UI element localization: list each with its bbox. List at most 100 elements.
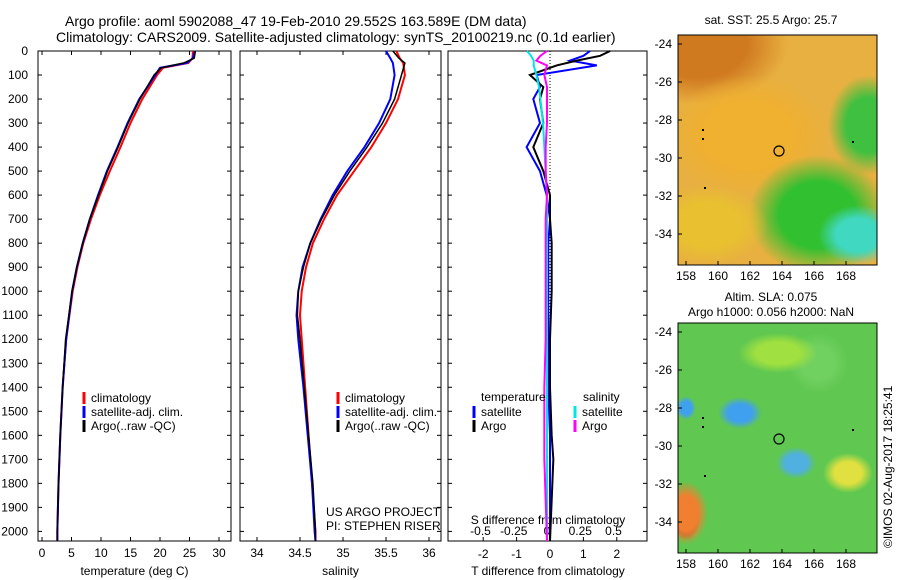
float-dot [704, 187, 706, 189]
sst-map-blob [818, 205, 877, 265]
lat-tick-label: -28 [655, 113, 673, 127]
lat-tick-label: -32 [655, 189, 673, 203]
y-tick-label: 1800 [1, 476, 28, 490]
lat-tick-label: -24 [655, 325, 673, 339]
y-tick-label: 300 [8, 116, 28, 130]
legend-label: satellite-adj. clim. [345, 405, 437, 419]
x-tick-label: 15 [124, 546, 138, 560]
sla-map-title-1: Altim. SLA: 0.075 [725, 290, 818, 304]
x-tick-label: 34.5 [288, 546, 312, 560]
x2-tick-label: 0.25 [569, 524, 593, 538]
temperature-line-0 [56, 50, 195, 541]
x-tick-label: -1 [511, 547, 522, 561]
y-tick-label: 1000 [1, 284, 28, 298]
sla-map-blob [823, 453, 873, 493]
lat-tick-label: -34 [655, 515, 673, 529]
float-dot [702, 129, 704, 131]
legend-label: Argo [481, 419, 507, 433]
legend-label: climatology [91, 391, 151, 405]
sst-map-title: sat. SST: 25.5 Argo: 25.7 [705, 13, 838, 27]
y-tick-label: 1500 [1, 404, 28, 418]
y-tick-label: 1300 [1, 356, 28, 370]
difference-line-0 [525, 50, 597, 541]
sla-map-field [678, 333, 873, 545]
sst-map-blob [828, 75, 877, 175]
legend-label: Argo(..raw -QC) [91, 419, 176, 433]
sst-map-blob [678, 185, 768, 265]
argo-location-marker [773, 145, 785, 157]
lon-tick-label: 164 [772, 557, 792, 571]
float-dot [852, 141, 854, 143]
y-tick-label: 600 [8, 188, 28, 202]
lon-tick-label: 160 [708, 269, 728, 283]
legend-label: satellite [582, 405, 623, 419]
credit-text: ©IMOS 02-Aug-2017 18:25:41 [881, 385, 895, 548]
x-tick-label: 0 [39, 546, 46, 560]
temperature-panel-frame [37, 50, 232, 542]
float-dot [702, 426, 704, 428]
lat-tick-label: -30 [655, 151, 673, 165]
x2-tick-label: -0.25 [500, 524, 528, 538]
x-tick-label: 5 [68, 546, 75, 560]
figure-subtitle: Climatology: CARS2009. Satellite-adjuste… [56, 29, 616, 45]
lon-tick-label: 158 [676, 557, 696, 571]
lon-tick-label: 162 [740, 557, 760, 571]
y-tick-label: 0 [21, 44, 28, 58]
x2-tick-label: 0.5 [605, 524, 622, 538]
x-tick-label: -2 [478, 547, 489, 561]
lon-tick-label: 166 [804, 557, 824, 571]
y-tick-label: 2000 [1, 524, 28, 538]
x-tick-label: 20 [153, 546, 167, 560]
y-tick-label: 1200 [1, 332, 28, 346]
legend-label: satellite-adj. clim. [91, 405, 183, 419]
x-axis-label: salinity [322, 564, 359, 578]
legend-label: Argo(..raw -QC) [345, 419, 430, 433]
difference-line-3 [534, 50, 549, 542]
lat-tick-label: -28 [655, 401, 673, 415]
lon-tick-label: 158 [676, 269, 696, 283]
legend-label: satellite [481, 405, 522, 419]
argo-location-marker [773, 433, 785, 445]
sla-map-title-2: Argo h1000: 0.056 h2000: NaN [688, 305, 854, 319]
x-tick-label: 35.5 [374, 546, 398, 560]
y-tick-label: 800 [8, 236, 28, 250]
salinity-line-0 [298, 50, 406, 541]
x-tick-label: 25 [183, 546, 197, 560]
salinity-panel-frame [239, 50, 442, 542]
legend-title-salinity: salinity [583, 390, 620, 404]
x-tick-label: 10 [94, 546, 108, 560]
x-axis-label: temperature (deg C) [80, 564, 188, 578]
x-tick-label: 0 [547, 547, 554, 561]
sla-map-frame [677, 322, 878, 554]
sst-map-field [678, 35, 877, 265]
y-tick-label: 100 [8, 68, 28, 82]
lon-tick-label: 162 [740, 269, 760, 283]
x-tick-label: 36 [422, 546, 436, 560]
figure-title: Argo profile: aoml 5902088_47 19-Feb-201… [65, 13, 527, 29]
legend-label: Argo [582, 419, 608, 433]
lat-tick-label: -30 [655, 439, 673, 453]
difference-line-1 [528, 50, 611, 542]
x-tick-label: 34 [250, 546, 264, 560]
y-tick-label: 900 [8, 260, 28, 274]
y-tick-label: 1700 [1, 452, 28, 466]
project-annotation: US ARGO PROJECT [326, 505, 441, 519]
x-axis-label: T difference from climatology [471, 564, 625, 578]
lon-tick-label: 168 [836, 269, 856, 283]
y-tick-label: 400 [8, 140, 28, 154]
float-dot [852, 429, 854, 431]
lat-tick-label: -34 [655, 227, 673, 241]
y-tick-label: 1900 [1, 500, 28, 514]
sla-map-blob [678, 396, 696, 420]
x-tick-label: 30 [212, 546, 226, 560]
y-tick-label: 200 [8, 92, 28, 106]
y-tick-label: 500 [8, 164, 28, 178]
lat-tick-label: -26 [655, 75, 673, 89]
float-dot [702, 417, 704, 419]
sst-map-frame [677, 34, 878, 266]
sla-map-blob [678, 481, 708, 545]
y-tick-label: 700 [8, 212, 28, 226]
pi-annotation: PI: STEPHEN RISER [326, 519, 441, 533]
temperature-line-2 [56, 50, 197, 541]
